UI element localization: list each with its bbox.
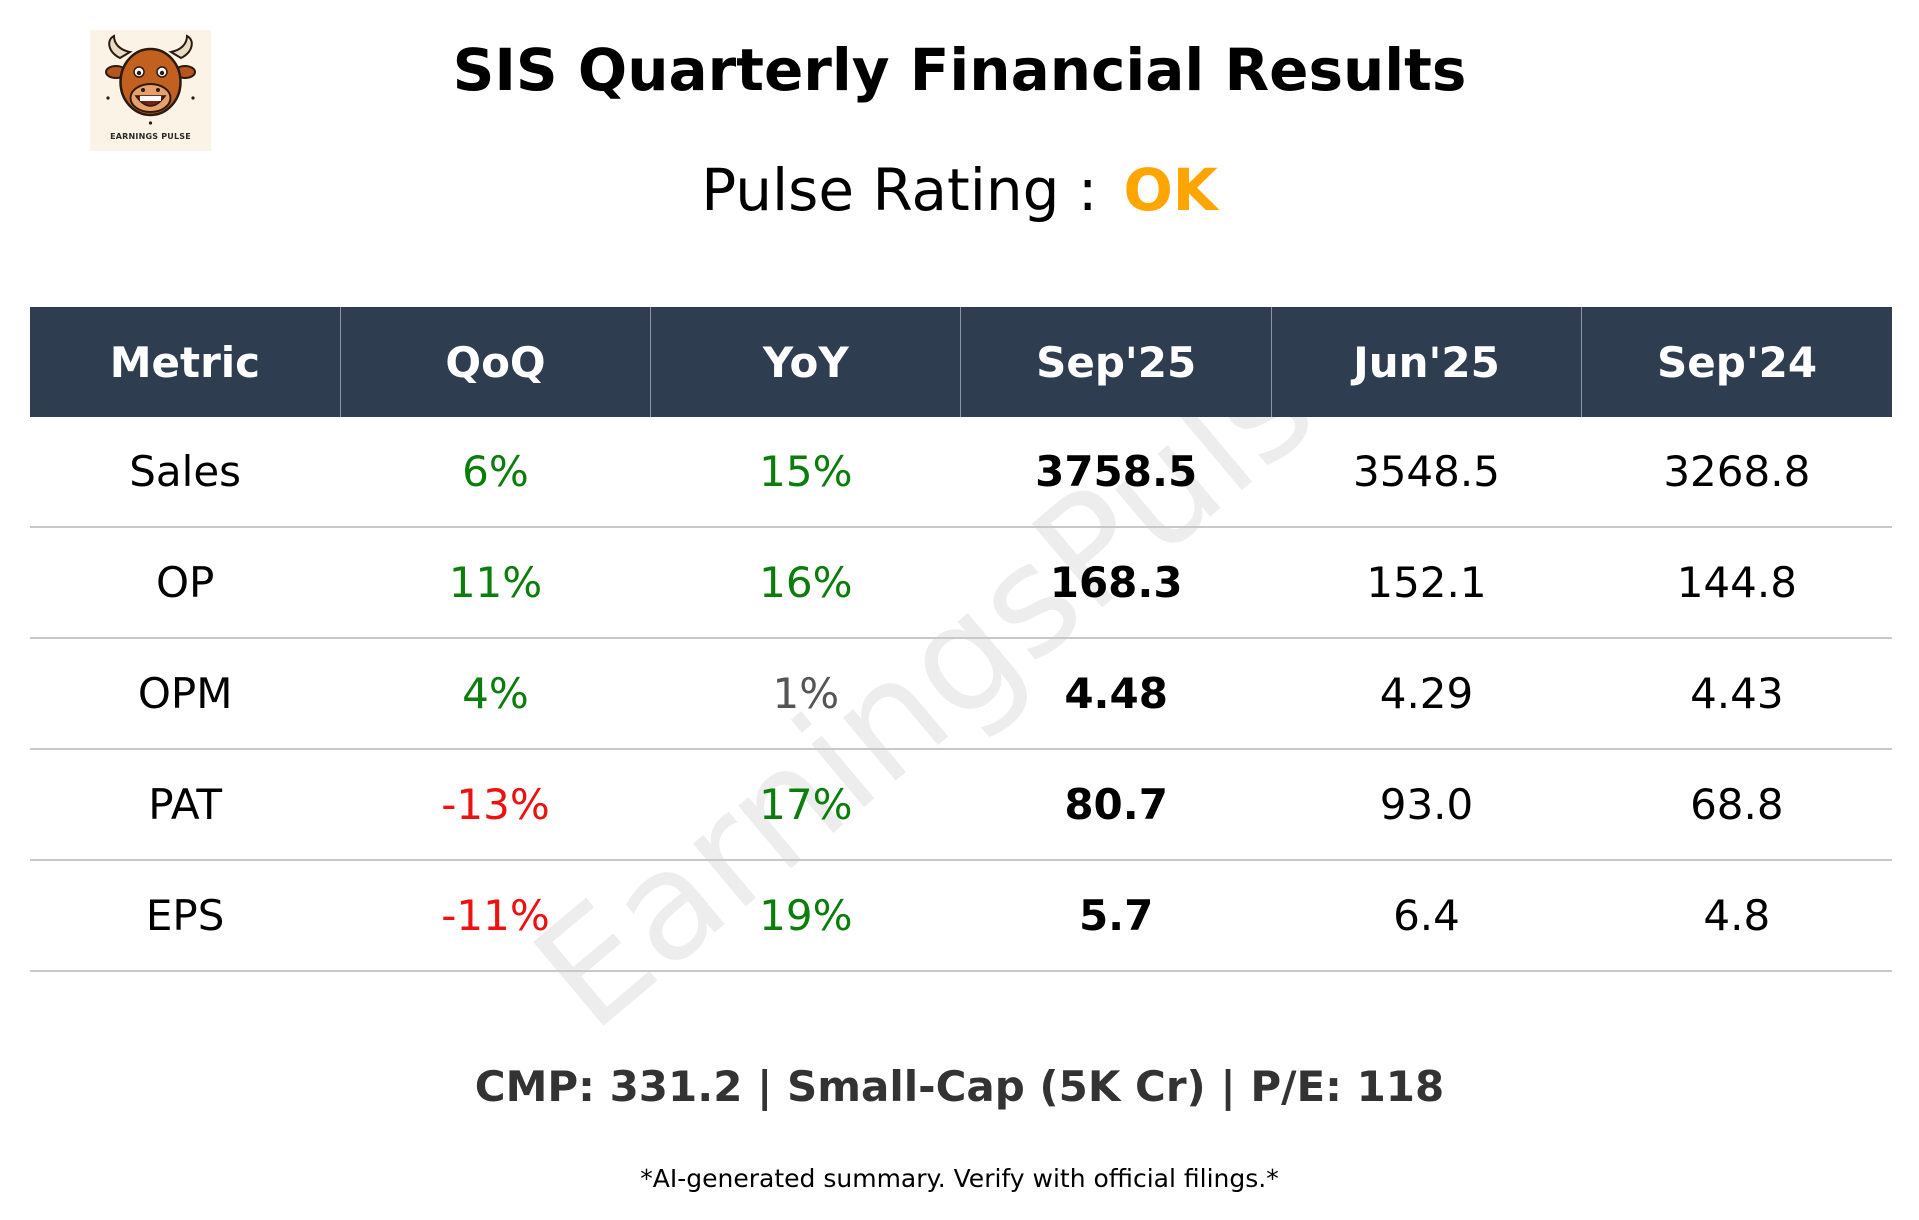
sep25-cell: 3758.5 <box>960 417 1272 528</box>
pulse-rating: Pulse Rating : OK <box>0 154 1919 226</box>
market-summary: CMP: 331.2 | Small-Cap (5K Cr) | P/E: 11… <box>474 1062 1445 1111</box>
sep25-cell: 4.48 <box>960 638 1272 750</box>
pulse-rating-value: OK <box>1123 156 1218 224</box>
sep24-cell: 3268.8 <box>1581 417 1892 528</box>
jun25-cell: 152.1 <box>1271 527 1582 639</box>
sep25-cell: 80.7 <box>960 749 1272 861</box>
jun25-cell: 3548.5 <box>1271 417 1582 528</box>
table-header-row: Metric QoQ YoY Sep'25 Jun'25 Sep'24 <box>30 307 1892 417</box>
jun25-cell: 6.4 <box>1271 860 1582 972</box>
pulse-rating-label: Pulse Rating : <box>701 156 1098 224</box>
yoy-cell: 17% <box>650 749 961 861</box>
sep24-cell: 4.43 <box>1581 638 1892 750</box>
table-row: OPM 4% 1% 4.48 4.29 4.43 <box>30 638 1892 750</box>
earnings-pulse-logo: EARNINGS PULSE <box>90 30 211 151</box>
metric-cell: OPM <box>30 638 341 750</box>
sep24-cell: 68.8 <box>1581 749 1892 861</box>
logo-text: EARNINGS PULSE <box>110 132 191 141</box>
column-header-yoy: YoY <box>650 307 961 417</box>
qoq-cell: 11% <box>340 527 651 639</box>
sep25-cell: 168.3 <box>960 527 1272 639</box>
column-header-jun25: Jun'25 <box>1270 307 1582 417</box>
jun25-cell: 4.29 <box>1271 638 1582 750</box>
column-header-qoq: QoQ <box>339 307 651 417</box>
metric-cell: EPS <box>30 860 341 972</box>
qoq-cell: 6% <box>340 417 651 528</box>
qoq-cell: 4% <box>340 638 651 750</box>
metric-cell: PAT <box>30 749 341 861</box>
table-row: PAT -13% 17% 80.7 93.0 68.8 <box>30 749 1892 861</box>
results-table: Metric QoQ YoY Sep'25 Jun'25 Sep'24 Sale… <box>30 307 1892 972</box>
sep24-cell: 4.8 <box>1581 860 1892 972</box>
sep24-cell: 144.8 <box>1581 527 1892 639</box>
metric-cell: OP <box>30 527 341 639</box>
page-title: SIS Quarterly Financial Results <box>452 36 1467 104</box>
yoy-cell: 1% <box>650 638 961 750</box>
yoy-cell: 19% <box>650 860 961 972</box>
column-header-sep24: Sep'24 <box>1581 307 1892 417</box>
table-row: Sales 6% 15% 3758.5 3548.5 3268.8 <box>30 417 1892 528</box>
yoy-cell: 15% <box>650 417 961 528</box>
column-header-sep25: Sep'25 <box>960 307 1272 417</box>
disclaimer: *AI-generated summary. Verify with offic… <box>640 1164 1279 1193</box>
yoy-cell: 16% <box>650 527 961 639</box>
qoq-cell: -11% <box>340 860 651 972</box>
column-header-metric: Metric <box>30 307 341 417</box>
table-row: EPS -11% 19% 5.7 6.4 4.8 <box>30 860 1892 972</box>
sep25-cell: 5.7 <box>960 860 1272 972</box>
jun25-cell: 93.0 <box>1271 749 1582 861</box>
bull-mascot-icon <box>105 34 196 125</box>
table-row: OP 11% 16% 168.3 152.1 144.8 <box>30 527 1892 639</box>
metric-cell: Sales <box>30 417 341 528</box>
qoq-cell: -13% <box>340 749 651 861</box>
